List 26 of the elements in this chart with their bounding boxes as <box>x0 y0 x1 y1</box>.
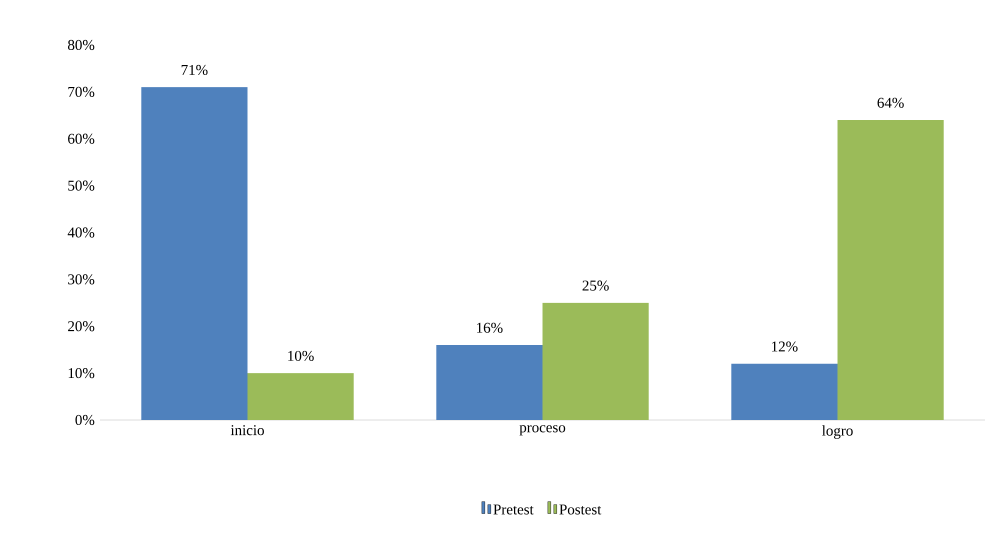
y-tick-label: 10% <box>68 368 94 378</box>
y-tick-label: 20% <box>68 321 94 332</box>
bar <box>731 364 838 420</box>
bar <box>141 87 248 420</box>
y-tick-label: 30% <box>68 274 94 284</box>
x-tick-label: inicio <box>230 425 264 436</box>
data-label: 10% <box>288 350 314 361</box>
y-tick-label: 40% <box>68 227 94 238</box>
data-label: 12% <box>772 341 798 352</box>
x-tick-label: proceso <box>520 425 566 436</box>
x-tick-label: logro <box>822 425 853 439</box>
y-tick-label: 70% <box>68 86 94 97</box>
bar <box>436 345 543 420</box>
y-tick-label: 0% <box>75 414 94 426</box>
bar <box>542 302 649 420</box>
y-tick-label: 80% <box>68 40 94 50</box>
legend-label: Pretest <box>493 504 534 514</box>
data-label: 71% <box>182 64 208 76</box>
data-label: 16% <box>477 322 503 333</box>
bar <box>248 373 354 420</box>
y-tick-label: 60% <box>68 134 94 144</box>
y-tick-label: 50% <box>68 180 94 191</box>
data-label: 25% <box>582 280 609 291</box>
data-label: 64% <box>878 98 904 108</box>
legend-label: Postest <box>559 504 602 514</box>
bar <box>838 120 944 420</box>
